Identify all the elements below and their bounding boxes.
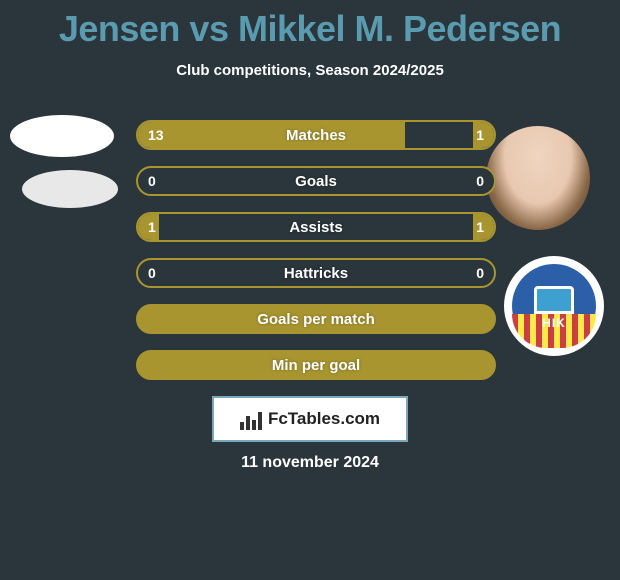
stat-value-right: 1 [476,219,484,235]
bar-left [138,122,405,148]
stat-row: Goals per match [136,304,496,334]
stat-label: Min per goal [272,357,360,374]
page-title: Jensen vs Mikkel M. Pedersen [0,0,620,50]
brand-logo[interactable]: FcTables.com [212,396,408,442]
stats-container: Matches131Goals00Assists11Hattricks00Goa… [136,120,496,396]
stat-label: Matches [286,127,346,144]
stat-label: Assists [289,219,342,236]
subtitle: Club competitions, Season 2024/2025 [0,62,620,79]
club-badge-inner: HIK [512,264,596,348]
player-right-avatar [486,126,590,230]
stat-value-left: 0 [148,173,156,189]
club-badge-castle [534,286,574,314]
club-badge-text: HIK [542,316,566,330]
stat-value-left: 1 [148,219,156,235]
stat-value-left: 13 [148,127,164,143]
stat-row: Goals 0 0 [136,166,496,196]
stat-row: Assists 1 1 [136,212,496,242]
stat-label: Goals [295,173,337,190]
stat-label: Hattricks [284,265,348,282]
club-badge: HIK [504,256,604,356]
brand-text: FcTables.com [268,409,380,429]
player-left-avatar-bottom [22,170,118,208]
player-left-avatar-top [10,115,114,157]
stat-row: Matches 13 1 [136,120,496,150]
date-text: 11 november 2024 [241,454,379,472]
stat-row: Hattricks 0 0 [136,258,496,288]
stat-value-left: 0 [148,265,156,281]
stat-value-right: 0 [476,265,484,281]
stat-value-right: 0 [476,173,484,189]
stat-value-right: 1 [476,127,484,143]
brand-chart-icon [240,408,262,430]
stat-label: Goals per match [257,311,375,328]
stat-row: Min per goal [136,350,496,380]
